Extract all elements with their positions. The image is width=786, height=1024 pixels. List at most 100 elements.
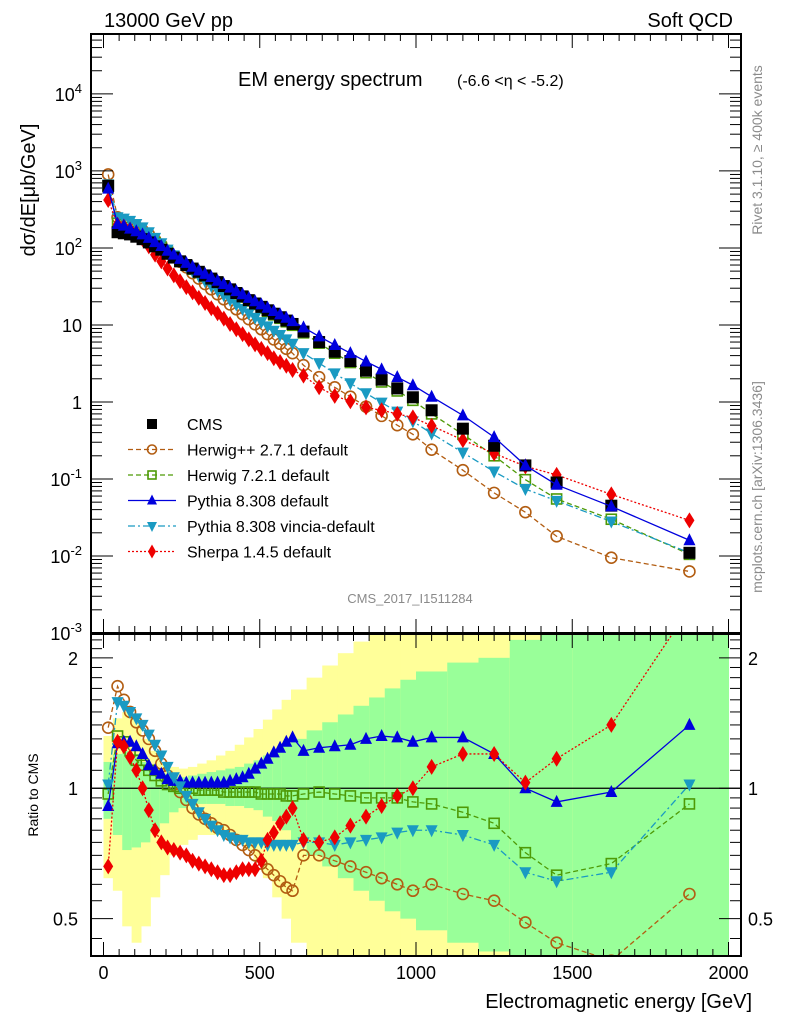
data-point <box>425 878 438 891</box>
mcplots-info: mcplots.cern.ch [arXiv:1306.3436] <box>749 381 765 593</box>
legend-marker <box>147 522 157 532</box>
data-point <box>267 745 280 758</box>
legend-label: Pythia 8.308 vincia-default <box>187 519 375 536</box>
data-point <box>425 798 438 810</box>
legend-label: Herwig 7.2.1 default <box>187 468 330 485</box>
data-point <box>683 546 696 559</box>
data-point <box>274 307 287 320</box>
data-point <box>488 839 501 852</box>
data-point <box>328 337 341 350</box>
y-tick-label: 1 <box>72 393 82 413</box>
y-tick-label: 10-2 <box>50 543 82 567</box>
y-tick-label: 10 <box>62 316 82 336</box>
data-point <box>425 825 438 838</box>
series-line <box>107 174 690 573</box>
data-point <box>297 849 310 862</box>
data-point <box>280 881 293 894</box>
data-point <box>102 798 115 811</box>
axes-group: 0 500 1000 1500 200010410310210110-110-210-3… <box>50 33 773 983</box>
data-point <box>102 779 115 792</box>
data-point <box>392 405 403 422</box>
data-point <box>242 766 255 779</box>
data-point <box>242 308 255 321</box>
data-point <box>391 827 404 840</box>
data-point <box>130 713 143 726</box>
data-point <box>261 321 274 334</box>
data-point <box>136 746 149 759</box>
data-point <box>328 739 341 752</box>
data-point <box>360 354 372 367</box>
data-point <box>329 829 340 846</box>
ratio-y-tick-label: 1 <box>68 779 78 799</box>
main-plot-frame <box>90 33 742 634</box>
data-point <box>192 263 205 276</box>
data-point <box>149 763 162 776</box>
data-point <box>456 463 470 477</box>
legend-label: CMS <box>187 417 223 434</box>
data-point <box>297 743 310 756</box>
data-point <box>360 364 372 377</box>
data-point <box>683 779 696 792</box>
data-point <box>425 730 438 743</box>
y-tick-label: 102 <box>55 235 82 259</box>
data-point <box>328 854 342 868</box>
data-point <box>406 825 419 838</box>
data-point <box>551 750 562 767</box>
data-point <box>218 867 229 884</box>
data-point <box>391 382 404 395</box>
data-point <box>281 808 292 825</box>
ratio-series-sherpa-1-4-5-default <box>103 600 694 884</box>
data-point <box>280 790 293 802</box>
data-point <box>199 266 212 279</box>
data-point <box>605 551 618 565</box>
data-point <box>456 447 469 460</box>
data-point <box>118 738 129 755</box>
data-point <box>286 730 299 743</box>
data-point <box>344 837 357 850</box>
data-point <box>314 834 325 851</box>
data-point <box>361 808 371 825</box>
data-point <box>329 387 340 404</box>
data-point <box>361 399 371 416</box>
data-point <box>457 432 468 449</box>
rivet-info: Rivet 3.1.10, ≥ 400k events <box>749 65 765 235</box>
ratio-band-inner <box>541 634 573 956</box>
data-point <box>286 338 299 351</box>
data-point <box>376 402 387 419</box>
data-point <box>407 796 419 808</box>
data-point <box>684 600 694 616</box>
data-point <box>488 439 501 452</box>
data-point <box>407 780 418 797</box>
data-point <box>360 731 372 744</box>
data-point <box>390 878 404 891</box>
data-point <box>249 761 262 774</box>
data-point <box>124 221 137 234</box>
data-point <box>391 730 404 743</box>
legend-label: Pythia 8.308 default <box>187 494 329 511</box>
data-point <box>256 852 267 869</box>
data-point <box>606 716 617 733</box>
legend-label: Herwig++ 2.7.1 default <box>187 443 349 460</box>
data-point <box>162 260 173 277</box>
x-tick-label: 1500 <box>552 963 592 983</box>
data-point <box>456 408 469 421</box>
data-point <box>205 269 218 282</box>
ratio-band-inner <box>122 750 133 851</box>
data-point <box>230 284 243 297</box>
data-point <box>406 884 420 898</box>
data-point <box>519 484 532 497</box>
data-point <box>155 238 168 251</box>
data-point <box>286 884 299 898</box>
data-point <box>130 224 143 237</box>
data-point <box>550 794 563 807</box>
ratio-band-inner <box>150 770 161 833</box>
data-point <box>375 871 388 885</box>
data-point <box>426 417 437 434</box>
data-point <box>375 362 388 375</box>
data-point <box>155 766 168 779</box>
data-point <box>230 299 243 312</box>
data-point <box>136 719 149 732</box>
chart-title: EM energy spectrum <box>238 69 423 91</box>
ratio-band-inner <box>447 662 479 943</box>
legend-label: Sherpa 1.4.5 default <box>187 545 332 562</box>
